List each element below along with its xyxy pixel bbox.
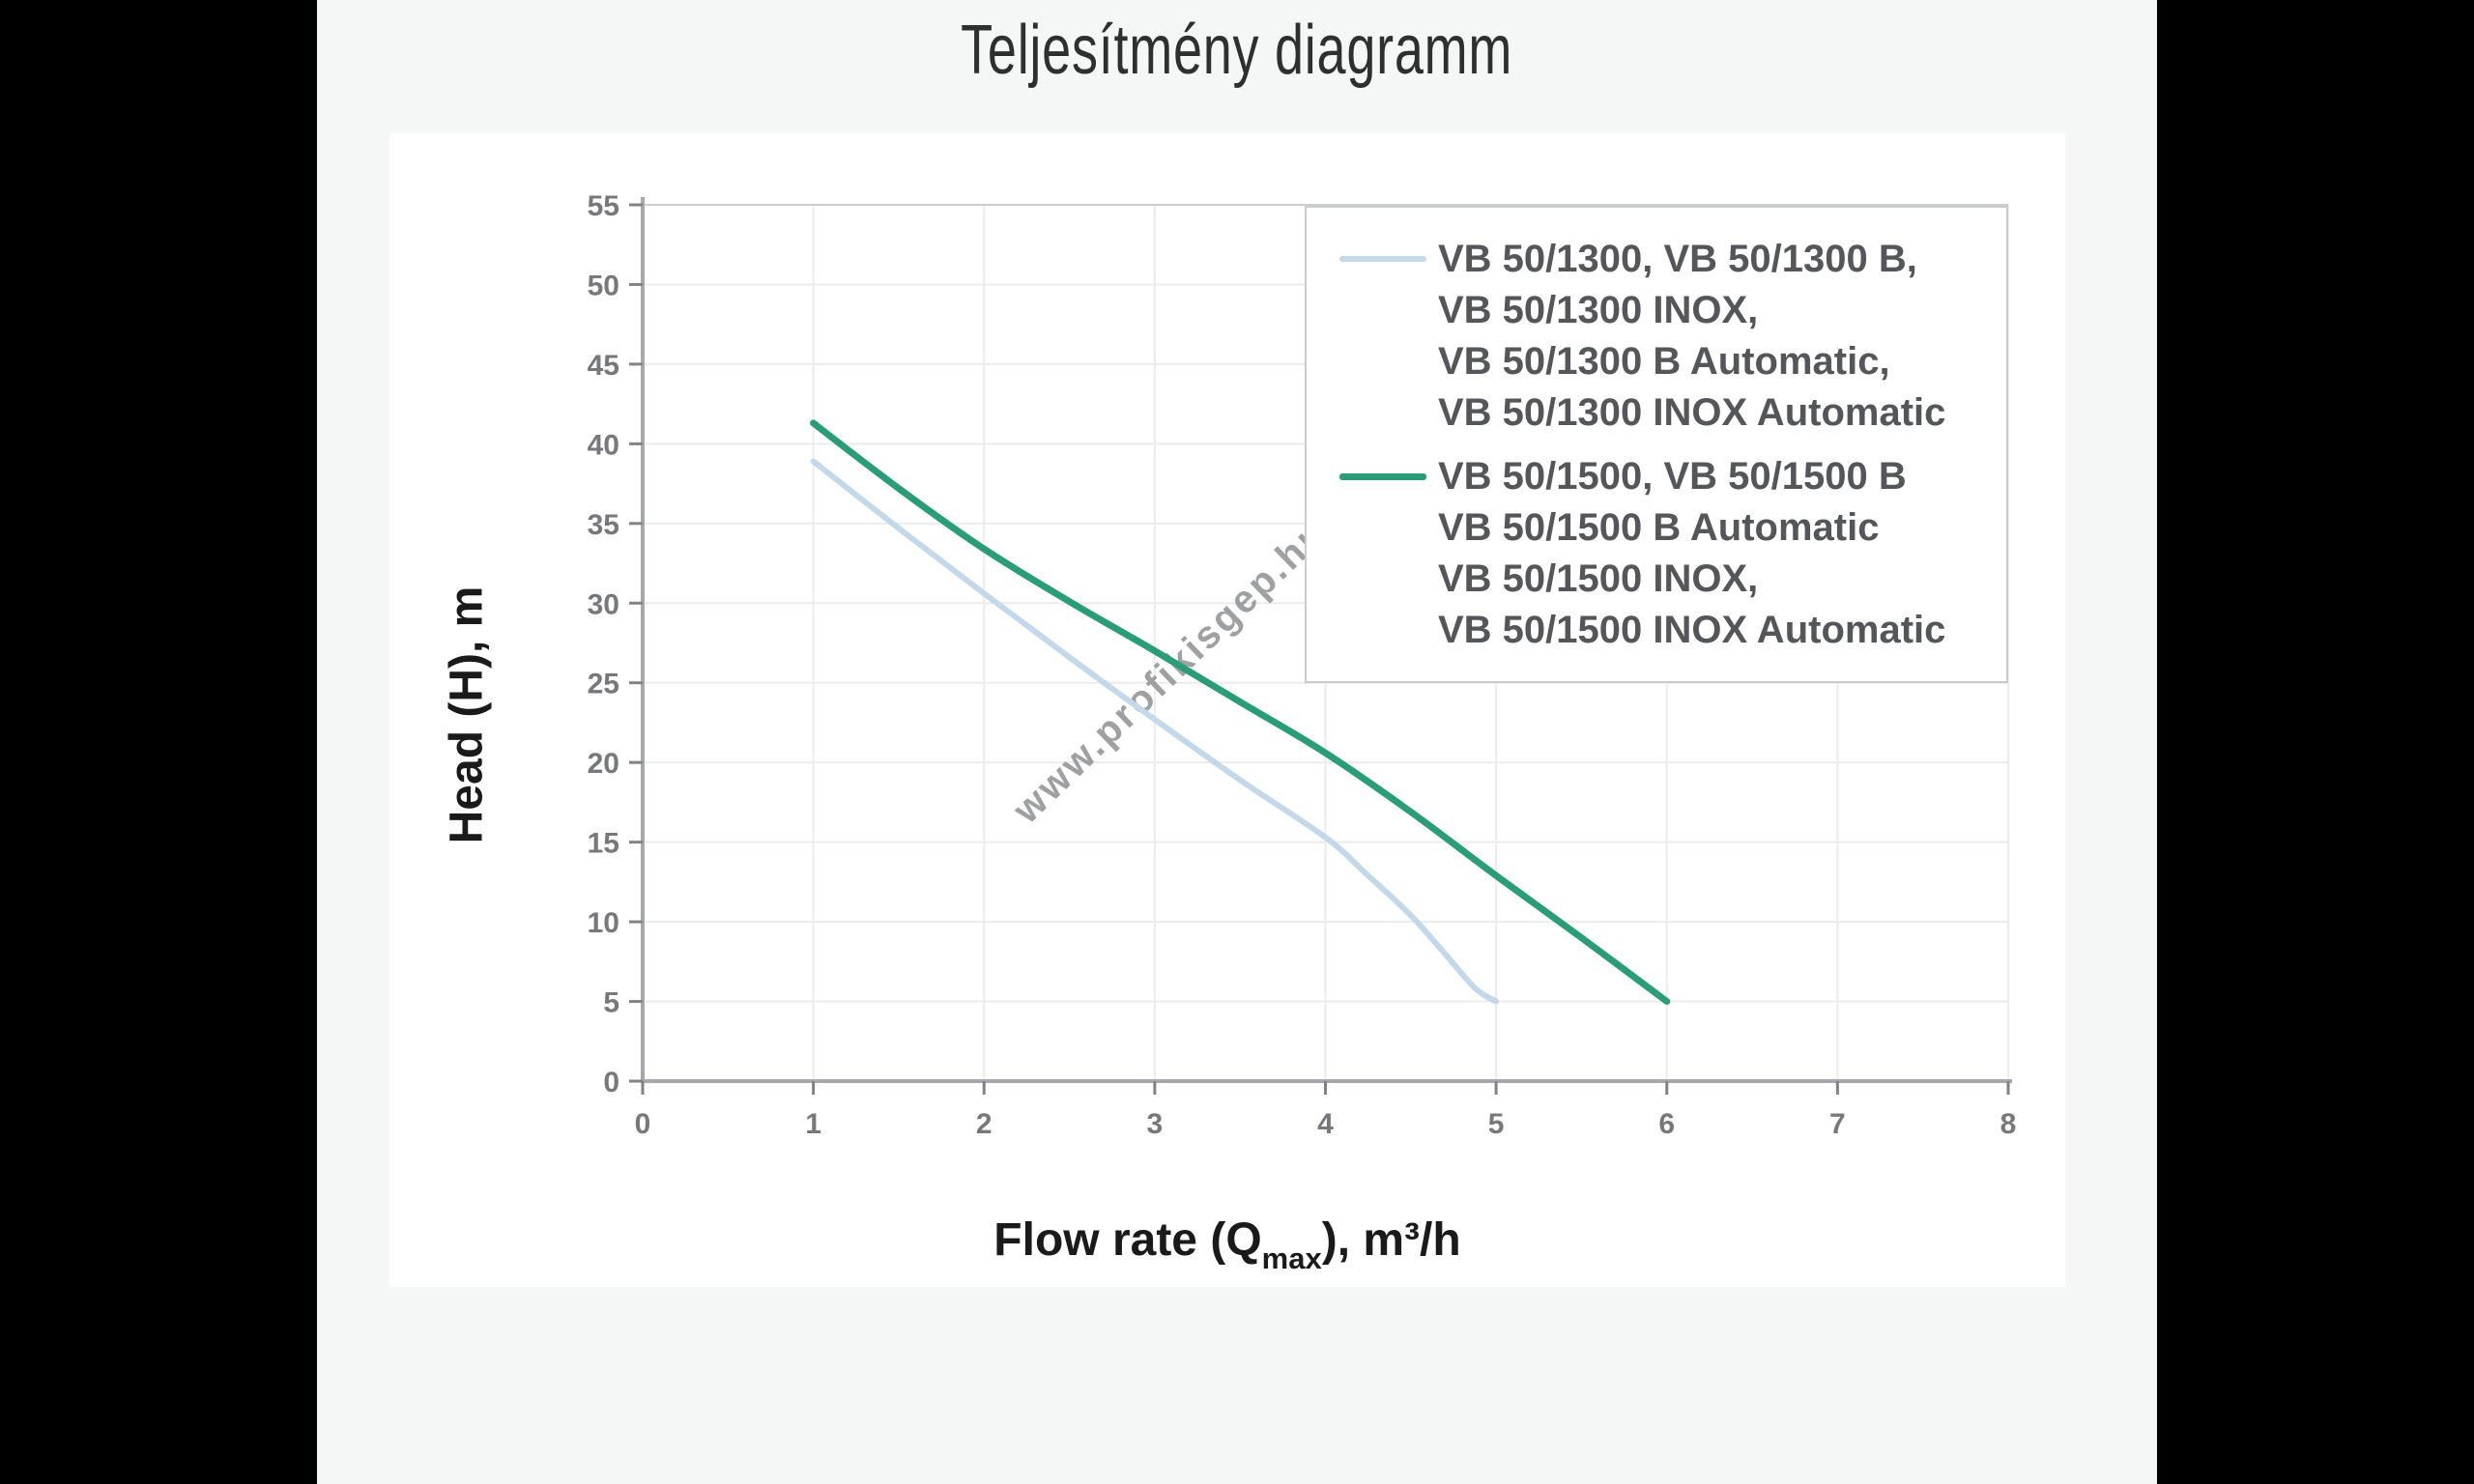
y-tick-label: 10 [588, 907, 619, 939]
y-tick-label: 5 [603, 987, 619, 1019]
x-tick-label: 1 [805, 1108, 821, 1140]
x-tick-label: 7 [1829, 1108, 1846, 1140]
x-axis-title-subscript: max [1261, 1241, 1322, 1275]
legend-entry: VB 50/1500, VB 50/1500 B VB 50/1500 B Aut… [1307, 451, 2006, 656]
x-tick-label: 2 [976, 1108, 992, 1140]
series-curve [810, 419, 1671, 1005]
x-axis-title: Flow rate (Qmax), m³/h [389, 1213, 2065, 1275]
page-title-text: Teljesítmény diagramm [961, 12, 1513, 89]
x-tick-label: 0 [635, 1108, 651, 1140]
watermark: www.profikisgep.hu [1004, 511, 1335, 833]
y-tick-label: 50 [588, 270, 619, 301]
page-title: Teljesítmény diagramm [317, 0, 2157, 100]
legend-label-line: VB 50/1300 INOX, [1438, 289, 1759, 331]
x-tick-label: 5 [1488, 1108, 1505, 1140]
y-tick-label: 25 [588, 669, 619, 700]
legend-label-line: VB 50/1500 B Automatic [1438, 506, 1880, 549]
x-tick-label: 3 [1147, 1108, 1164, 1140]
x-axis-title-suffix: ), m³/h [1321, 1214, 1461, 1266]
legend-label-line: VB 50/1300, VB 50/1300 B, [1438, 238, 1917, 280]
legend: VB 50/1300, VB 50/1300 B, VB 50/1300 INOX… [1305, 206, 2008, 683]
chart-card: www.profikisgep.hu 0 5 10 15 20 25 30 35 40 45 50 55… [389, 133, 2065, 1287]
x-tick-label: 8 [2000, 1108, 2017, 1140]
x-axis-title-prefix: Flow rate (Q [993, 1214, 1262, 1266]
y-tick-label: 40 [588, 429, 619, 461]
legend-swatch-line [1339, 473, 1426, 480]
y-axis-title: Head (H), m [441, 585, 493, 844]
y-tick-label: 20 [588, 748, 619, 780]
legend-label-line: VB 50/1500 INOX Automatic [1438, 609, 1946, 651]
x-tick-label: 4 [1317, 1108, 1334, 1140]
legend-label-line: VB 50/1500, VB 50/1500 B [1438, 455, 1907, 498]
y-tick-label: 30 [588, 588, 619, 620]
page-content: Teljesítmény diagramm www.profikisgep.hu… [317, 0, 2157, 1484]
legend-label-line: VB 50/1500 INOX, [1438, 557, 1759, 600]
y-tick-label: 0 [603, 1067, 619, 1099]
series-curve [810, 458, 1500, 1005]
y-tick-label: 45 [588, 350, 619, 382]
legend-label-line: VB 50/1300 INOX Automatic [1438, 391, 1946, 434]
legend-swatch-line [1339, 256, 1426, 262]
y-tick-label: 55 [588, 190, 619, 222]
y-tick-label: 15 [588, 828, 619, 860]
x-tick-label: 6 [1658, 1108, 1675, 1140]
legend-label-line: VB 50/1300 B Automatic, [1438, 340, 1890, 383]
legend-entry: VB 50/1300, VB 50/1300 B, VB 50/1300 INOX… [1307, 234, 2006, 439]
y-tick-label: 35 [588, 509, 619, 541]
